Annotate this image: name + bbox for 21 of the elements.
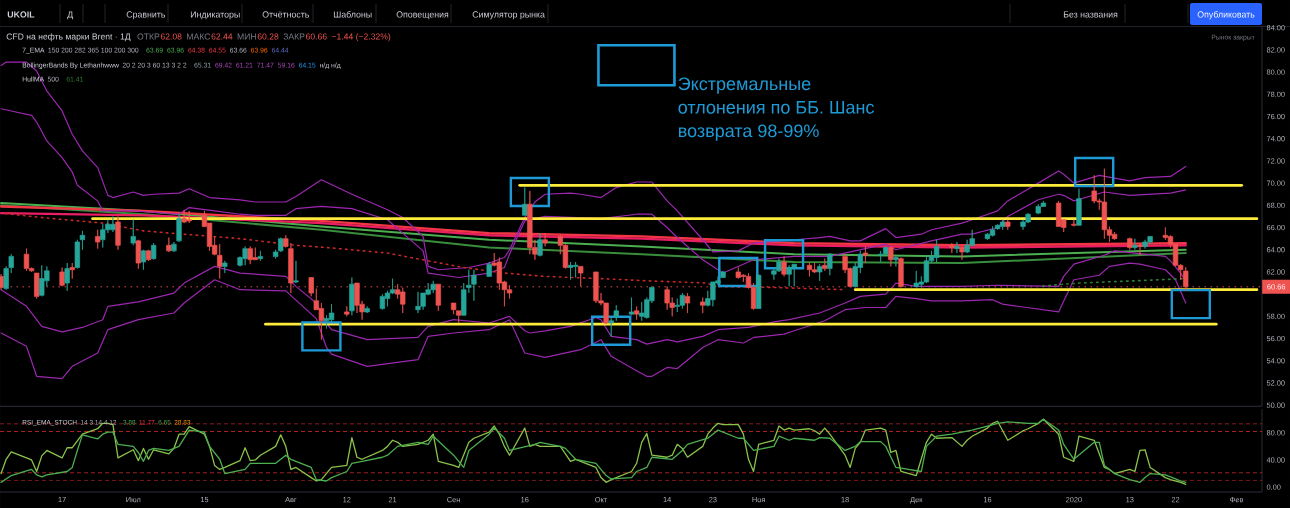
text: Без названия xyxy=(1063,11,1118,18)
annotation: −1.44 (−2.32%) xyxy=(331,33,391,42)
annotation: МИН xyxy=(237,33,256,40)
text: Симулятор рынка xyxy=(472,11,545,20)
annotation: 62.44 xyxy=(211,33,233,40)
annotation: 60.28 xyxy=(257,33,279,40)
text: Индикаторы xyxy=(190,11,240,20)
text: Оповещения xyxy=(396,11,449,20)
annotation: 62.08 xyxy=(160,33,182,40)
annotation: МАКС xyxy=(187,33,211,40)
annotation: CFD на нефть марки Brent · 1Д xyxy=(6,33,131,42)
text: Д xyxy=(67,11,74,20)
annotation: ОТКР xyxy=(137,33,160,40)
text: Опубликовать xyxy=(1197,11,1255,20)
annotation: ЗАКР xyxy=(283,33,305,40)
annotation: 60.66 xyxy=(306,33,327,40)
text: Сравнить xyxy=(126,11,166,20)
text: Шаблоны xyxy=(333,11,372,18)
text: Экстремальные отлонения по ББ. Шанс возврата 98-99% xyxy=(678,77,874,141)
text: Отчётность xyxy=(262,11,309,18)
text: UKOIL xyxy=(7,11,35,18)
